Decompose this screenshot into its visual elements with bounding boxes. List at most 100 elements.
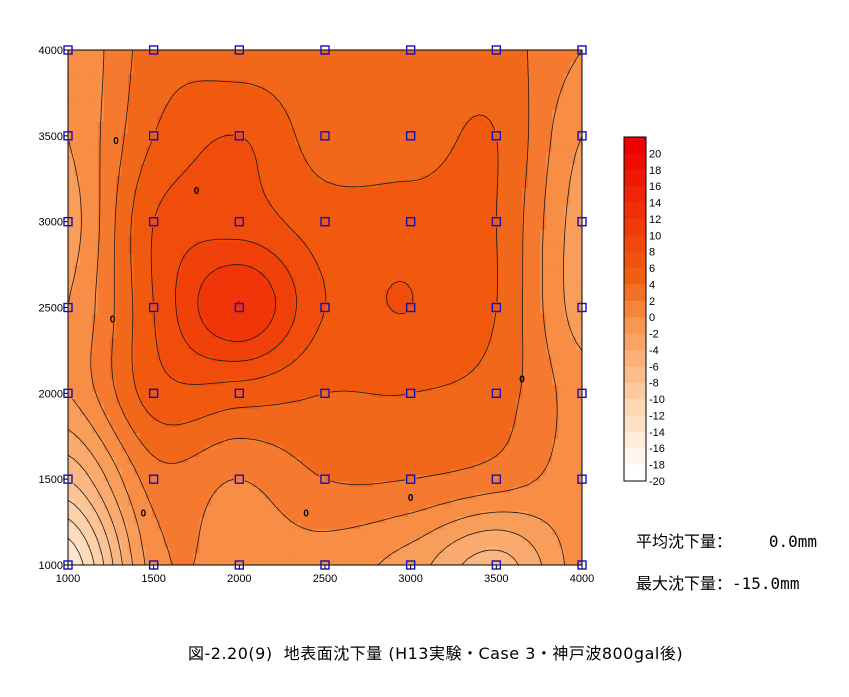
contour-cell (68, 523, 75, 530)
contour-cell (211, 457, 219, 464)
contour-cell (91, 445, 99, 452)
contour-cell (193, 307, 201, 315)
contour-cell (271, 319, 278, 327)
contour-cell (151, 265, 159, 273)
contour-cell (127, 469, 135, 476)
contour-cell (115, 79, 123, 87)
contour-cell (139, 379, 147, 386)
contour-cell (360, 187, 368, 195)
contour-cell (175, 73, 183, 81)
contour-cell (151, 289, 159, 297)
contour-cell (366, 169, 374, 177)
contour-cell (390, 469, 398, 476)
contour-cell (229, 379, 236, 386)
contour-cell (139, 421, 147, 428)
contour-cell (151, 427, 159, 434)
contour-cell (181, 505, 189, 512)
contour-cell (384, 163, 392, 171)
contour-cell (259, 115, 266, 123)
contour-cell (235, 523, 242, 530)
contour-cell (384, 241, 392, 249)
contour-cell (91, 55, 99, 63)
contour-cell (319, 301, 326, 309)
contour-cell (265, 181, 272, 189)
contour-cell (247, 163, 254, 171)
contour-cell (175, 181, 183, 189)
contour-cell (301, 505, 308, 512)
contour-cell (366, 217, 374, 225)
contour-cell (169, 487, 177, 494)
contour-cell (360, 79, 368, 87)
contour-cell (97, 307, 105, 315)
contour-cell (145, 91, 153, 99)
contour-cell (277, 295, 284, 303)
contour-cell (271, 385, 278, 392)
contour-cell (217, 247, 224, 255)
contour-cell (187, 265, 195, 273)
contour-cell (378, 427, 386, 434)
contour-cell (79, 235, 87, 243)
contour-cell (163, 469, 171, 476)
contour-cell (253, 103, 260, 111)
contour-cell (73, 379, 81, 386)
contour-cell (259, 433, 266, 440)
contour-cell (330, 265, 338, 273)
contour-cell (259, 163, 266, 171)
contour-cell (103, 157, 111, 165)
contour-cell (163, 487, 171, 494)
contour-cell (157, 235, 165, 243)
contour-cell (151, 535, 159, 542)
contour-cell (354, 349, 362, 357)
contour-cell (360, 235, 368, 243)
contour-cell (91, 139, 99, 147)
contour-cell (187, 379, 195, 386)
contour-cell (372, 73, 380, 81)
contour-cell (181, 205, 189, 213)
contour-cell (223, 139, 230, 147)
contour-cell (163, 313, 171, 321)
contour-cell (253, 451, 260, 458)
contour-cell (283, 91, 290, 99)
contour-cell (199, 145, 207, 153)
contour-cell (342, 559, 350, 565)
contour-cell (277, 373, 284, 380)
contour-cell (145, 151, 153, 159)
contour-cell (253, 50, 260, 57)
contour-cell (396, 205, 404, 213)
contour-cell (91, 469, 99, 476)
contour-cell (235, 379, 242, 386)
contour-cell (271, 50, 278, 57)
contour-cell (319, 259, 326, 267)
contour-cell (319, 205, 326, 213)
contour-cell (253, 511, 260, 518)
contour-cell (384, 211, 392, 219)
contour-cell (217, 493, 224, 500)
contour-cell (378, 253, 386, 261)
contour-cell (289, 295, 296, 303)
contour-cell (295, 217, 302, 225)
contour-cell (79, 157, 87, 165)
contour-cell (396, 511, 404, 518)
contour-cell (68, 145, 75, 153)
contour-cell (157, 343, 165, 351)
contour-cell (151, 493, 159, 500)
contour-cell (253, 211, 260, 219)
contour-cell (384, 451, 392, 458)
contour-cell (103, 115, 111, 123)
contour-cell (271, 85, 278, 93)
contour-cell (295, 451, 302, 458)
contour-cell (366, 511, 374, 518)
contour-cell (336, 265, 344, 273)
contour-cell (163, 259, 171, 267)
contour-cell (283, 385, 290, 392)
contour-cell (259, 409, 266, 416)
contour-cell (313, 445, 320, 452)
contour-cell (372, 217, 380, 225)
contour-cell (199, 247, 207, 255)
contour-cell (271, 283, 278, 291)
contour-cell (366, 145, 374, 153)
contour-cell (187, 439, 195, 446)
contour-cell (313, 283, 320, 291)
contour-cell (103, 97, 111, 105)
contour-cell (390, 295, 398, 303)
